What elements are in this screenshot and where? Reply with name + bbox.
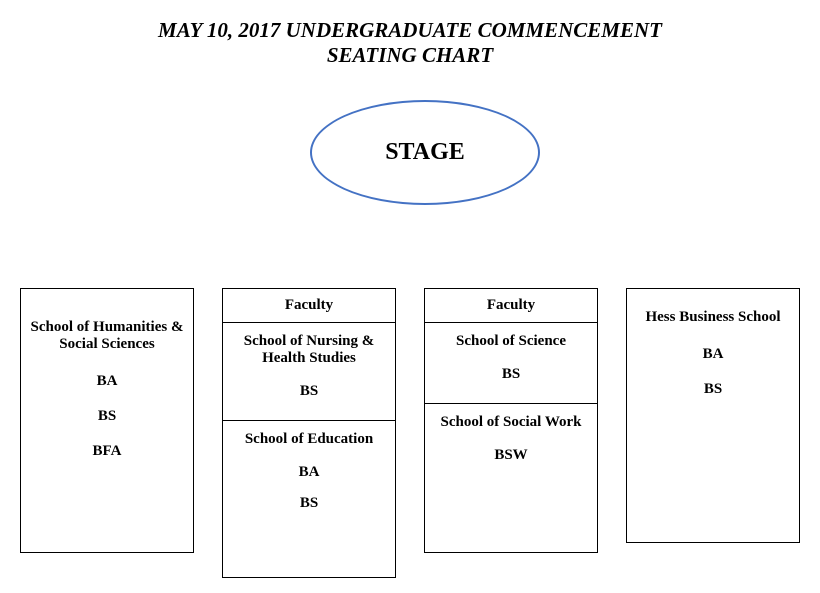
degree: BA [231,464,387,481]
section-science: School of Science BS [425,323,597,403]
section-humanities: School of Humanities & Social Sciences B… [21,289,193,480]
section-business: Hess Business School BA BS [627,289,799,418]
title-line-1: MAY 10, 2017 UNDERGRADUATE COMMENCEMENT [0,18,820,43]
section-socialwork: School of Social Work BSW [425,404,597,484]
degree: BS [635,381,791,398]
school-name: Hess Business School [635,309,791,326]
title-section: MAY 10, 2017 UNDERGRADUATE COMMENCEMENT … [0,0,820,68]
degree: BS [231,495,387,512]
faculty-header: Faculty [223,289,395,322]
column-science-socialwork: Faculty School of Science BS School of S… [424,288,598,553]
degree: BS [433,366,589,383]
stage-label: STAGE [385,139,465,166]
degree: BFA [29,443,185,460]
degree: BA [635,346,791,363]
school-name: School of Social Work [433,414,589,431]
school-name: School of Science [433,333,589,350]
school-name: School of Humanities & Social Sciences [29,319,185,353]
title-line-2: SEATING CHART [0,43,820,68]
column-business: Hess Business School BA BS [626,288,800,543]
seating-columns: School of Humanities & Social Sciences B… [20,288,800,578]
column-nursing-education: Faculty School of Nursing & Health Studi… [222,288,396,578]
column-humanities: School of Humanities & Social Sciences B… [20,288,194,553]
faculty-header: Faculty [425,289,597,322]
degree: BS [231,383,387,400]
degree: BA [29,373,185,390]
degree: BS [29,408,185,425]
section-education: School of Education BA BS [223,421,395,532]
degree: BSW [433,447,589,464]
school-name: School of Nursing & Health Studies [231,333,387,367]
section-nursing: School of Nursing & Health Studies BS [223,323,395,420]
school-name: School of Education [231,431,387,448]
stage-ellipse: STAGE [310,100,540,205]
